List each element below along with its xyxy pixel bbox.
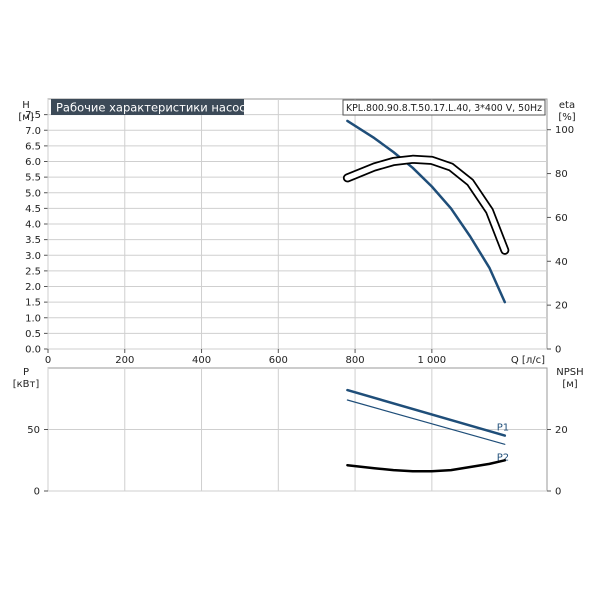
p2-curve — [346, 399, 506, 445]
top-left-tick-label: 3.0 — [25, 251, 41, 262]
power-axis-unit: [кВт] — [13, 379, 40, 390]
bottom-right-tick-label: 20 — [555, 425, 568, 436]
x-tick-label: 200 — [115, 355, 134, 366]
top-right-tick-label: 20 — [555, 301, 568, 312]
bottom-left-tick-label: 0 — [34, 487, 40, 498]
npsh-curve — [346, 459, 507, 473]
top-right-tick-label: 40 — [555, 257, 568, 268]
top-left-tick-label: 5.0 — [25, 188, 41, 199]
npsh-axis-label: NPSH — [556, 367, 583, 378]
x-tick-label: 400 — [192, 355, 211, 366]
left-axis-unit: [м] — [18, 112, 33, 123]
eta-curve-inner — [344, 156, 508, 254]
bottom-right-tick-label: 0 — [555, 487, 561, 498]
top-left-tick-label: 2.5 — [25, 266, 41, 277]
power-axis-label: P — [23, 367, 29, 378]
top-left-tick-label: 5.5 — [25, 173, 41, 184]
top-right-tick-label: 0 — [555, 345, 561, 356]
top-left-tick-label: 0.0 — [25, 345, 41, 356]
top-left-tick-label: 2.0 — [25, 282, 41, 293]
top-right-tick-label: 60 — [555, 213, 568, 224]
top-right-tick-label: 80 — [555, 169, 568, 180]
top-left-tick-label: 7.0 — [25, 126, 41, 137]
left-axis-label: H — [22, 100, 30, 111]
top-left-tick-label: 6.5 — [25, 141, 41, 152]
right-axis-unit: [%] — [558, 112, 575, 123]
top-right-tick-label: 100 — [555, 125, 574, 136]
p2-curve-label: P2 — [497, 452, 509, 463]
top-left-tick-label: 4.0 — [25, 220, 41, 231]
x-tick-label: 600 — [269, 355, 288, 366]
top-left-tick-label: 3.5 — [25, 235, 41, 246]
p1-curve — [346, 388, 507, 437]
bottom-left-tick-label: 50 — [27, 425, 40, 436]
chart-title: Рабочие характеристики насоса — [56, 101, 253, 115]
head-curve — [346, 119, 507, 304]
top-left-tick-label: 1.0 — [25, 313, 41, 324]
x-tick-label: 0 — [45, 355, 51, 366]
right-axis-label: eta — [559, 100, 575, 111]
top-left-tick-label: 6.0 — [25, 157, 41, 168]
subtitle-box — [342, 99, 546, 116]
top-left-tick-label: 0.5 — [25, 329, 41, 340]
chart-subtitle: KPL.800.90.8.T.50.17.L.40, 3*400 V, 50Hz — [346, 103, 542, 114]
top-left-tick-label: 4.5 — [25, 204, 41, 215]
x-tick-label: 1 000 — [418, 355, 447, 366]
title-box — [51, 99, 244, 115]
top-left-tick-label: 1.5 — [25, 298, 41, 309]
top-left-tick-label: 7.5 — [25, 110, 41, 121]
p1-curve-label: P1 — [497, 423, 509, 434]
x-tick-label: 800 — [346, 355, 365, 366]
npsh-axis-unit: [м] — [562, 379, 577, 390]
x-axis-label: Q [л/с] — [511, 355, 545, 366]
